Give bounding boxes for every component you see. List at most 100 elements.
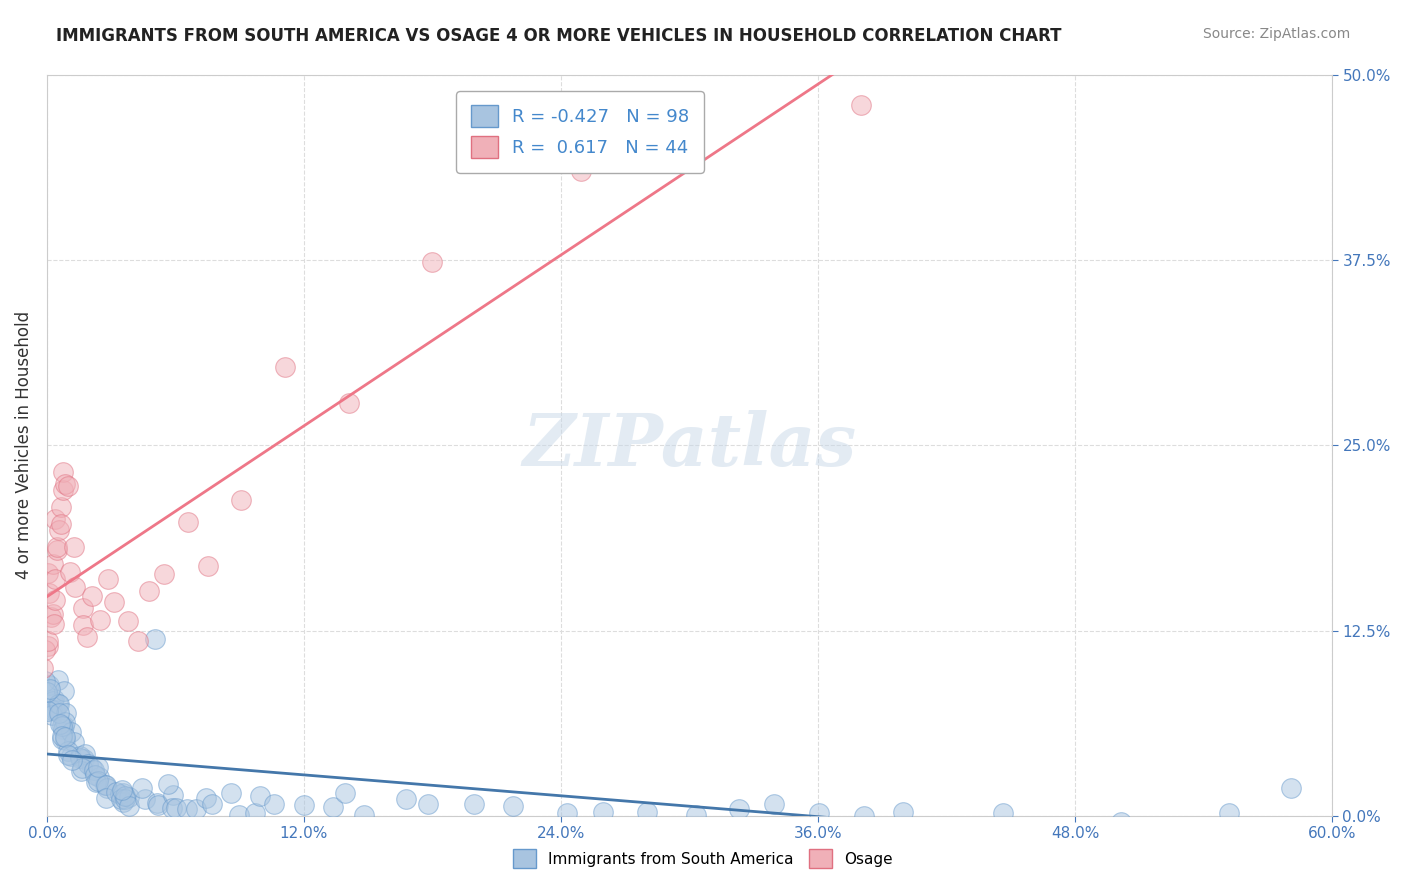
Point [117,789,139,804]
Point [292,798,315,813]
Point [853,809,876,823]
Point [1109,814,1132,829]
Point [41,703,63,717]
Point [53,684,76,698]
Point [62,734,84,748]
Point [60,753,83,767]
Point [146,797,169,812]
Point [69,751,91,765]
Point [727,802,749,816]
Point [229,492,252,507]
Point [49,716,72,731]
Point [557,806,579,821]
Point [991,806,1014,821]
Point [143,632,166,647]
Point [636,805,658,819]
Point [395,792,418,806]
Point [73,752,96,766]
Point [42,694,65,708]
Point [569,164,592,178]
Point [87,774,110,789]
Point [808,805,831,820]
Point [685,808,707,822]
Point [46,697,69,711]
Point [131,780,153,795]
Point [37,633,59,648]
Point [52,722,75,736]
Point [48,698,70,712]
Point [763,797,786,812]
Point [197,558,219,573]
Point [38,682,60,697]
Point [31,661,53,675]
Point [152,567,174,582]
Point [111,782,134,797]
Point [105,785,128,799]
Point [160,801,183,815]
Point [96,778,118,792]
Point [201,797,224,811]
Point [58,479,80,493]
Point [111,786,134,800]
Point [97,572,120,586]
Point [53,730,76,744]
Point [55,706,77,721]
Point [118,799,141,814]
Point [274,359,297,374]
Point [48,706,70,720]
Point [94,791,117,805]
Point [53,719,76,733]
Point [195,791,218,805]
Point [420,255,443,269]
Point [34,642,56,657]
Point [70,761,93,775]
Point [127,634,149,648]
Point [72,618,94,632]
Point [72,601,94,615]
Point [46,543,69,558]
Point [42,607,65,621]
Point [249,789,271,803]
Point [41,707,63,722]
Point [44,703,66,717]
Point [502,798,524,813]
Point [38,586,60,600]
Point [110,792,132,806]
Point [416,797,439,811]
Point [263,797,285,811]
Point [592,805,614,819]
Point [322,799,344,814]
Point [37,704,59,718]
Point [89,613,111,627]
Point [34,673,56,688]
Point [86,759,108,773]
Point [80,589,103,603]
Point [84,767,107,781]
Point [1218,805,1240,820]
Point [58,744,80,758]
Point [134,792,156,806]
Point [44,573,66,587]
Point [76,630,98,644]
Point [103,595,125,609]
Point [41,558,63,572]
Point [84,774,107,789]
Point [52,483,75,497]
Point [53,733,76,747]
Point [51,718,73,732]
Point [58,748,80,763]
Point [51,729,73,743]
Point [44,691,66,706]
Point [53,715,76,730]
Text: IMMIGRANTS FROM SOUTH AMERICA VS OSAGE 4 OR MORE VEHICLES IN HOUSEHOLD CORRELATI: IMMIGRANTS FROM SOUTH AMERICA VS OSAGE 4… [56,27,1062,45]
Point [80,761,103,775]
Point [37,640,59,654]
Point [75,747,97,761]
Point [108,788,131,802]
Point [146,797,169,811]
Point [59,748,82,763]
Text: Source: ZipAtlas.com: Source: ZipAtlas.com [1202,27,1350,41]
Point [83,763,105,777]
Point [337,396,360,410]
Point [157,777,180,791]
